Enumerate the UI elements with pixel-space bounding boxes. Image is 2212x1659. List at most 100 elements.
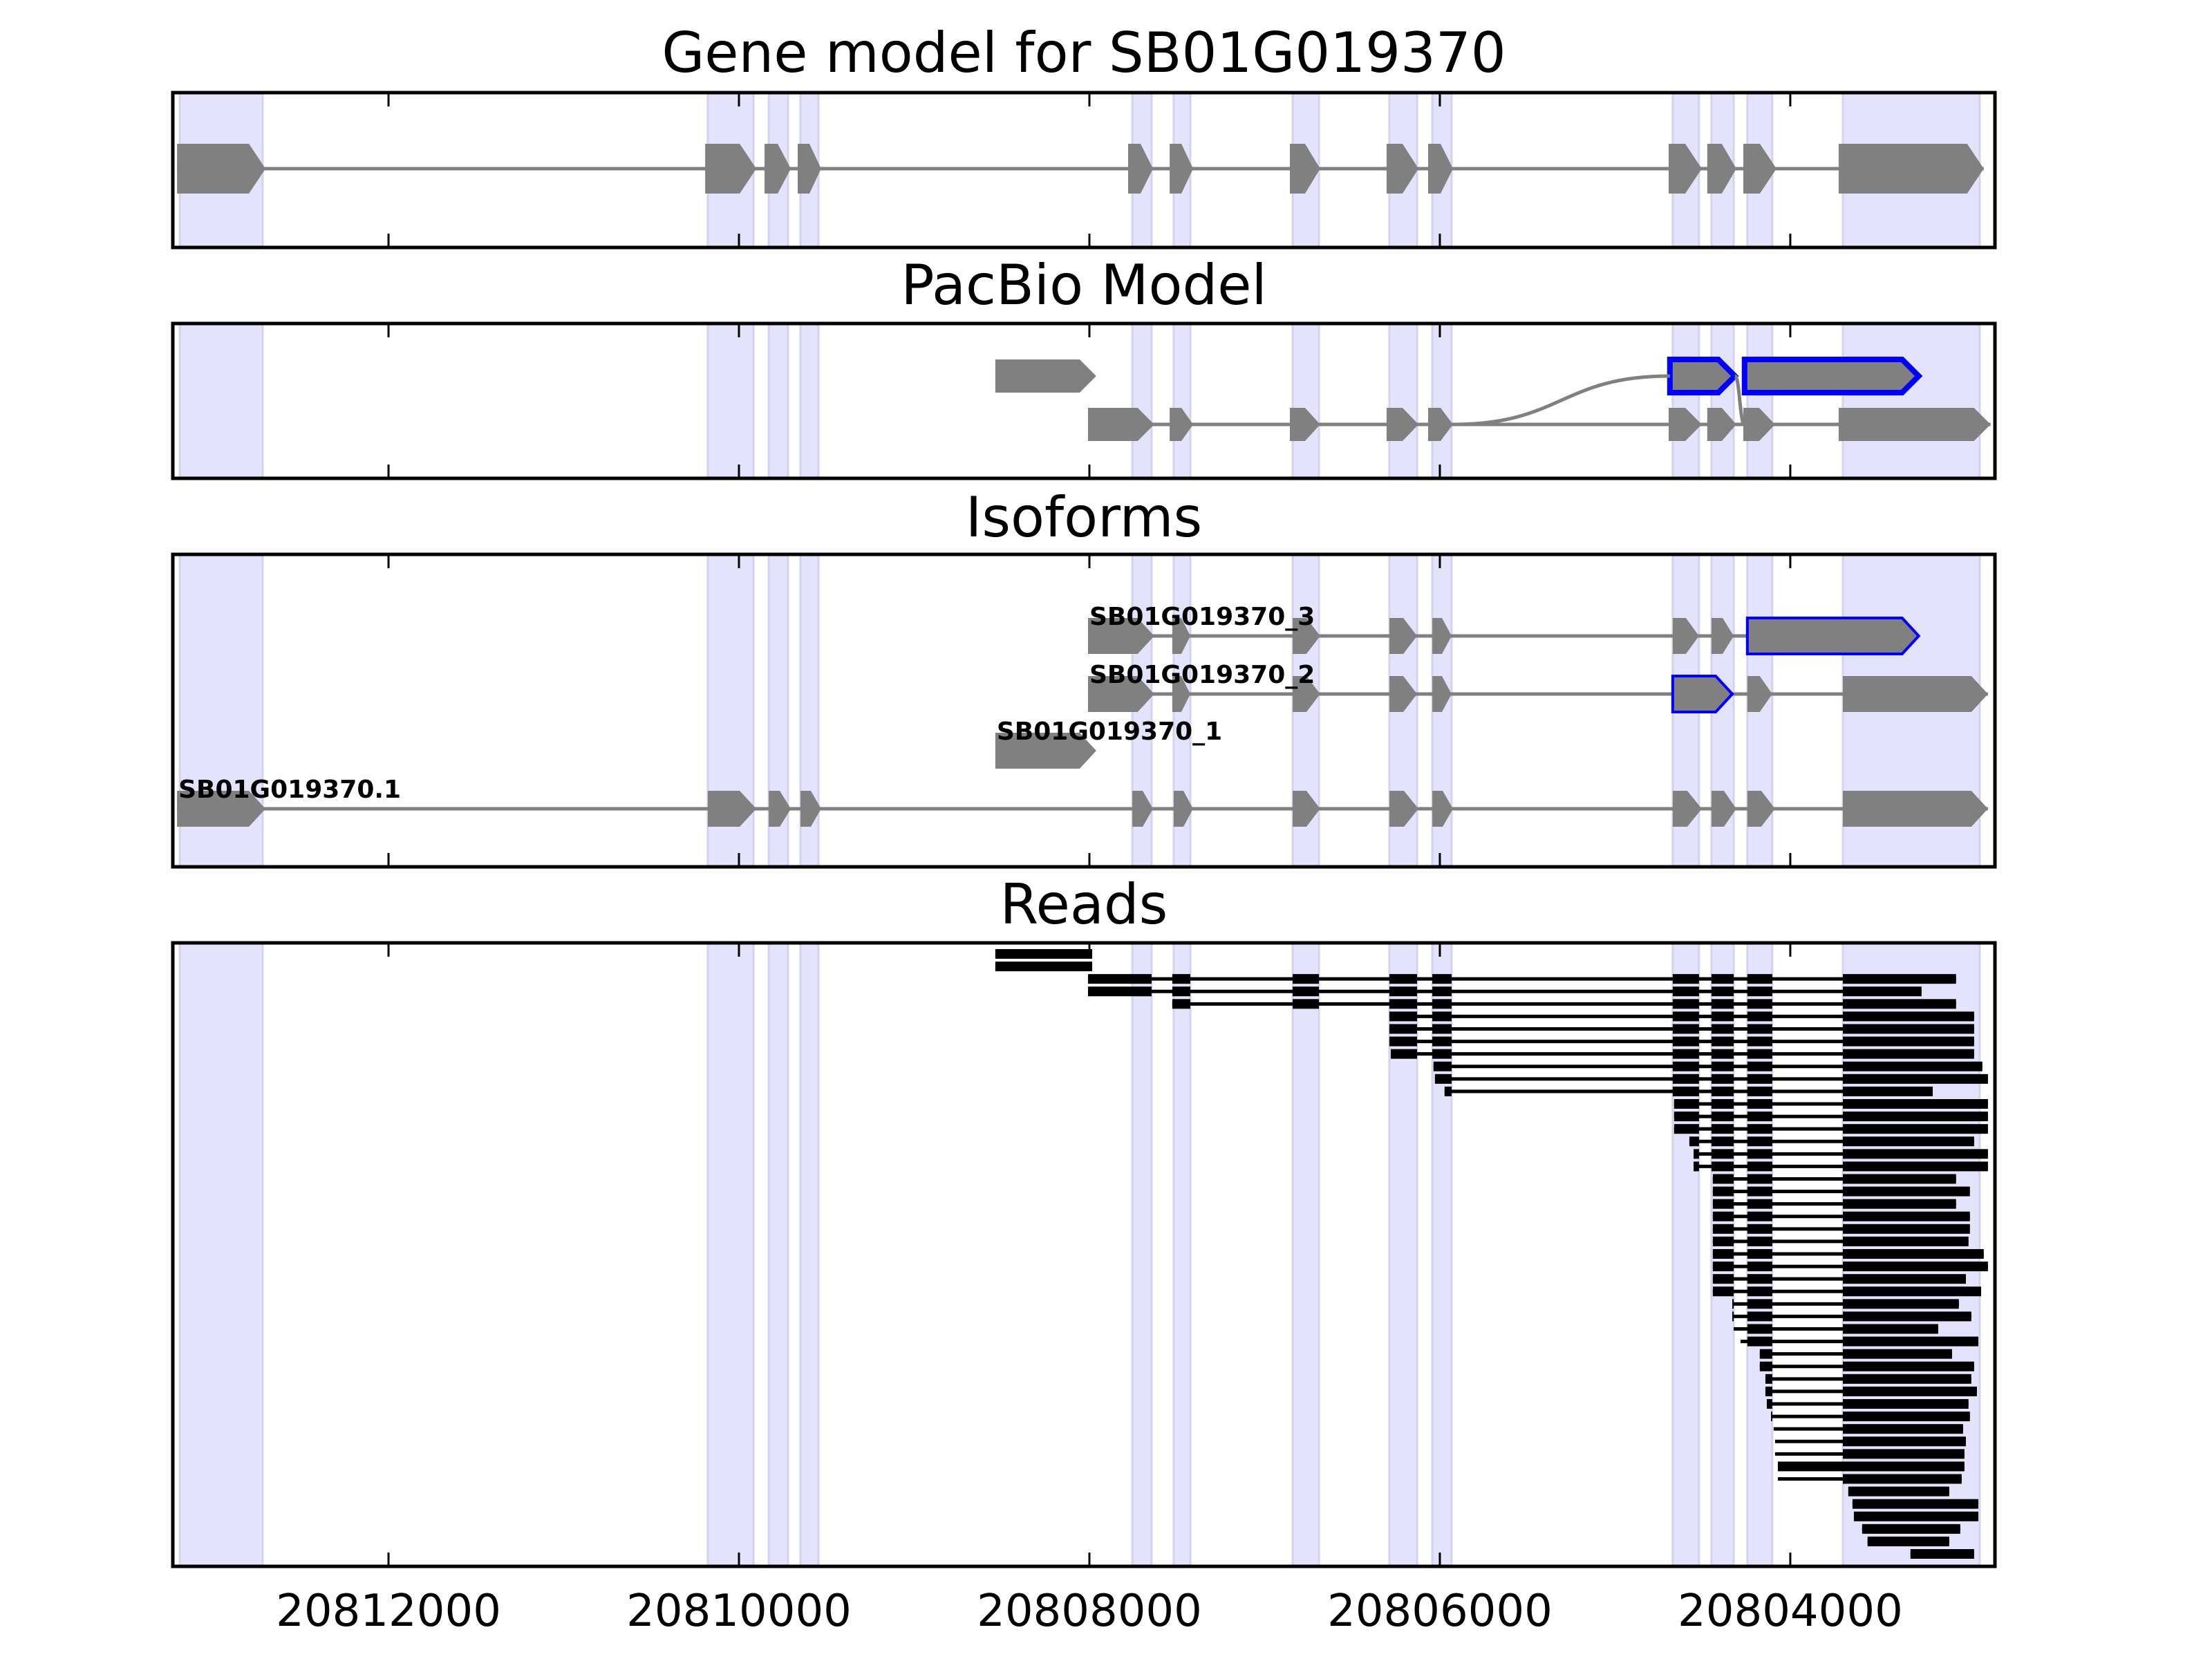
exon [1672,791,1702,827]
read [1848,1486,1949,1497]
read [1766,1399,1969,1409]
read-block [1672,1024,1699,1034]
read-block [1747,1199,1772,1209]
exon [1432,618,1452,654]
read-block [1293,974,1320,984]
read [1774,1436,1966,1447]
read-block [1842,1249,1984,1259]
read [995,962,1093,972]
read [1087,974,1956,984]
read-block [1747,1286,1772,1297]
isoform-label: SB01G019370.1 [178,776,401,804]
read-block [1432,1036,1452,1047]
exon [1173,791,1194,827]
exon-region-shade [799,322,820,480]
exon [1389,791,1419,827]
read-block [1712,1199,1734,1209]
read-block [1672,1074,1699,1084]
read-block [1747,974,1772,984]
exon [1293,791,1320,827]
x-tick-label: 20806000 [1327,1586,1553,1637]
read-block [1711,1136,1734,1147]
read-block [1747,1186,1772,1197]
read-block [1842,1099,1988,1109]
read [1712,1274,1966,1284]
exon [1432,676,1452,712]
read-block [1842,1349,1952,1359]
read-block [1747,1249,1772,1259]
read-block [1852,1499,1978,1509]
read-block [1711,1149,1734,1159]
read [1867,1536,1949,1546]
read-block [1842,1061,1983,1071]
panel-3: Isoforms SB01G019370_3 SB01G019370_2 SB01G0… [171,485,1997,869]
read-block [1389,1011,1418,1022]
read-block [1674,1112,1699,1122]
read-block [1842,1174,1956,1184]
read-block [1747,1236,1772,1246]
read-block [1672,1011,1699,1022]
exon [1743,144,1777,194]
exon-region-shade [799,941,820,1568]
read-block [1842,1386,1977,1396]
exon [1432,791,1453,827]
panel-title: PacBio Model [901,253,1266,317]
exon-region-shade [1671,941,1700,1568]
highlighted-exon [1741,357,1923,395]
read [1712,1211,1970,1221]
x-tick-label: 20804000 [1678,1586,1903,1637]
read-block [1747,1336,1772,1347]
isoform-label: SB01G019370_2 [1089,661,1315,689]
read-block [1842,1049,1974,1059]
read-block [1842,1124,1988,1134]
read-block [1712,1286,1734,1297]
read-block [1842,1374,1971,1384]
exon [1132,791,1154,827]
exon [769,791,791,827]
read-block [1711,974,1734,984]
read-block [1777,1461,1965,1472]
panel-title: Isoforms [966,485,1202,550]
read-block [1389,974,1418,984]
splice-connector [1733,374,1747,427]
exon-region-shade [767,322,789,480]
panel-title: Gene model for SB01G019370 [662,21,1506,85]
read-block [1747,1324,1772,1334]
read-block [1689,1136,1699,1147]
exon-region-shade [178,322,264,480]
read [1433,1061,1983,1071]
read-block [1432,999,1452,1009]
exon-region-shade [1172,941,1192,1568]
read-block [1672,1036,1699,1047]
read-block [1712,1174,1734,1184]
exon [1172,618,1190,654]
read-block [1432,974,1452,984]
read-block [1711,999,1734,1009]
exon [1389,676,1418,712]
exon [1672,618,1699,654]
exon [1707,144,1736,194]
highlighted-exon [1667,357,1739,395]
read [1712,1262,1988,1272]
read-block [1711,1049,1734,1059]
read-block [1747,1074,1772,1084]
read-block [1842,1149,1988,1159]
read-block [1432,1049,1452,1059]
exon [1427,144,1453,194]
exon-region-shade [178,941,264,1568]
read-block [1867,1536,1949,1546]
panel-4: Reads 20812000 20810000 20808000 20806000 208… [171,872,1997,1637]
read-block [1087,974,1152,984]
read [1712,1249,1984,1259]
read-block [995,962,1093,972]
read-block [1842,1136,1974,1147]
exon-region-shade [706,941,755,1568]
read-block [1389,1024,1418,1034]
track [177,144,1984,194]
read-block [1711,1161,1734,1172]
read-block [1842,1412,1970,1422]
read-block [1747,1049,1772,1059]
exon [1289,144,1320,194]
exon-region-shade [1710,322,1735,480]
